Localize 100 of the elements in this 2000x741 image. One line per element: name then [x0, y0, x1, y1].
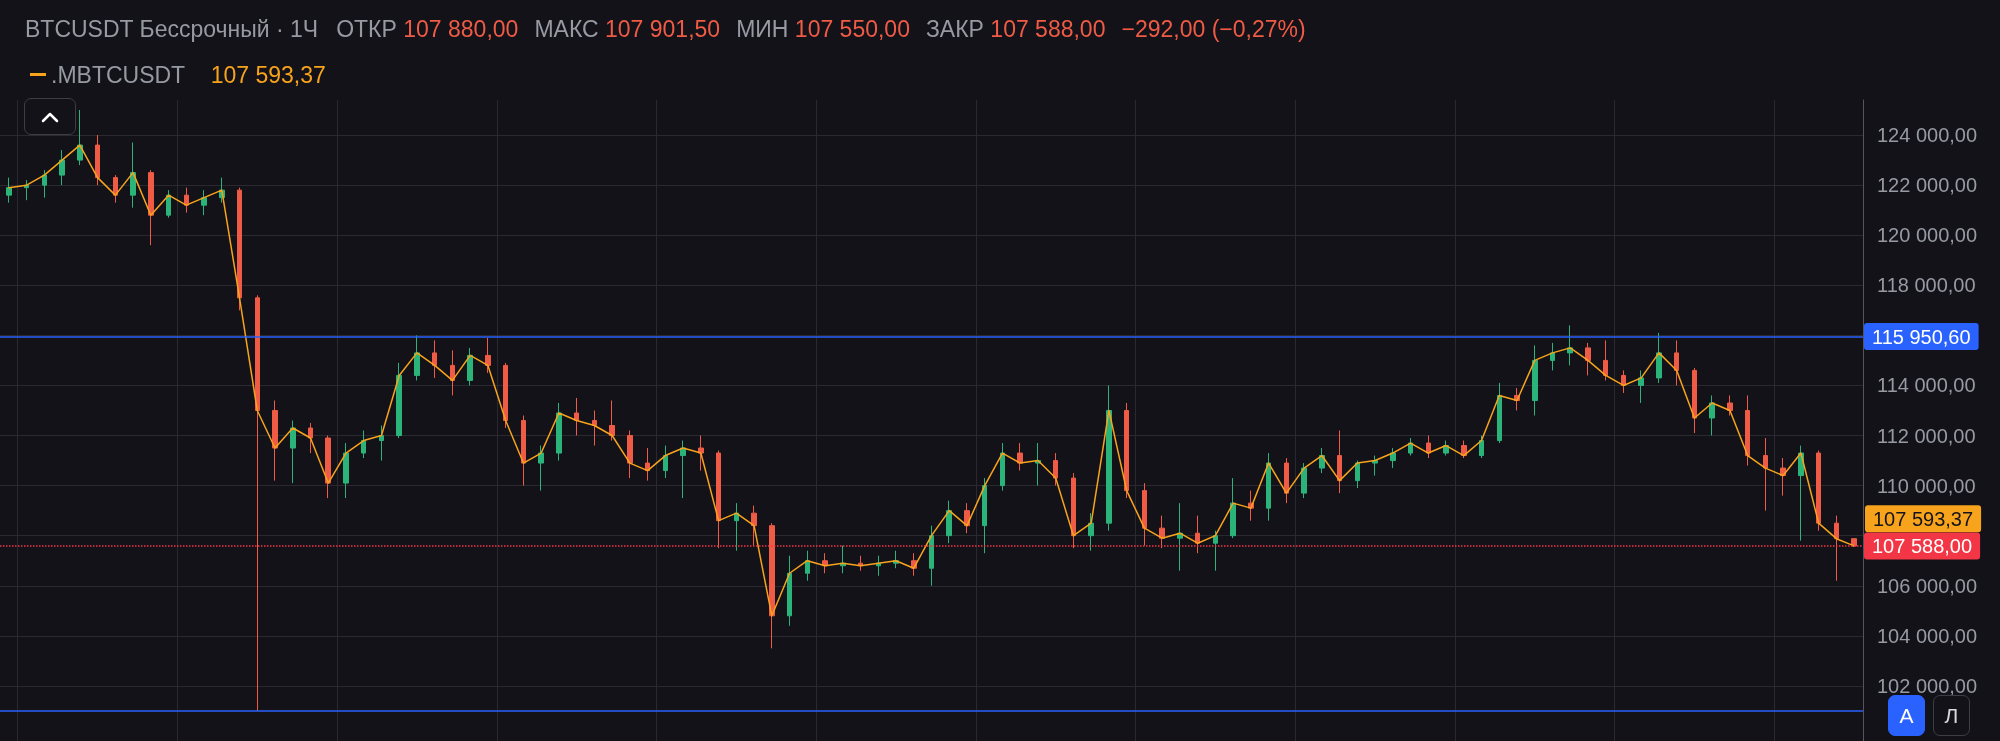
chart-title: BTCUSDT Бессрочный · 1Ч: [25, 16, 319, 42]
candlestick: [503, 362, 508, 429]
candlestick: [6, 177, 12, 204]
candlestick: [592, 409, 597, 447]
candlestick: [396, 362, 402, 439]
candlestick: [716, 450, 721, 549]
candlestick: [1230, 477, 1236, 539]
candlestick: [1000, 442, 1005, 492]
candlestick: [609, 399, 615, 442]
candlestick: [1834, 515, 1839, 582]
candlestick: [1692, 367, 1697, 434]
y-tick-label: 122 000,00: [1877, 174, 1978, 197]
y-tick-label: 110 000,00: [1877, 474, 1976, 497]
candlestick: [538, 445, 544, 492]
y-tick-label: 114 000,00: [1877, 374, 1976, 397]
candlestick: [1355, 460, 1360, 489]
y-tick-label: 104 000,00: [1877, 624, 1978, 647]
candlestick: [1763, 437, 1768, 512]
candlestick: [1159, 515, 1165, 549]
candlestick: [787, 555, 792, 627]
text: 107 593,37: [210, 61, 326, 88]
candlestick: [1585, 342, 1591, 376]
candlestick: [1177, 502, 1183, 572]
candlestick: [1071, 472, 1076, 549]
text: МАКС 107 901,50: [534, 16, 721, 42]
candlestick: [42, 169, 47, 199]
candlestick: [946, 500, 952, 544]
ref-line-label: 107 588,00: [1872, 535, 1973, 557]
candlestick: [1213, 530, 1218, 572]
y-tick-label: 102 000,00: [1877, 674, 1978, 697]
candlestick: [805, 550, 810, 582]
candlestick: [1497, 382, 1502, 444]
candlestick: [1727, 394, 1733, 416]
candlestick: [1638, 369, 1644, 404]
candlestick: [272, 399, 278, 482]
candlestick: [1745, 394, 1750, 467]
button: Л: [1933, 695, 1970, 736]
candlestick: [308, 422, 313, 454]
y-tick-label: 120 000,00: [1877, 224, 1978, 247]
candlestick: [1053, 452, 1058, 487]
candlestick: [751, 505, 757, 547]
text: МИН 107 550,00: [736, 16, 910, 42]
candlestick: [414, 334, 420, 381]
candlestick: [734, 502, 739, 552]
candlestick: [148, 169, 154, 246]
candlestick: [361, 430, 366, 459]
candlestick: [521, 414, 526, 487]
candlestick: [255, 294, 260, 712]
candlestick: [1709, 394, 1715, 437]
candlestick: [1479, 435, 1484, 459]
button: А: [1888, 695, 1925, 736]
candlestick: [184, 187, 189, 214]
candlestick: [237, 187, 242, 311]
candlestick: [1284, 457, 1289, 504]
candlestick: [343, 442, 349, 499]
candlestick: [467, 347, 473, 386]
candlestick: [1017, 442, 1023, 472]
line-series: [8, 144, 1855, 617]
candlestick: [769, 522, 775, 649]
data-label: 107 593,37: [1873, 507, 1974, 530]
legend-label: .MBTCUSDT: [51, 61, 186, 88]
y-tick-label: 118 000,00: [1877, 274, 1976, 297]
candlestick: [1337, 430, 1342, 494]
candlestick: [680, 440, 686, 499]
candlestick: [1142, 482, 1147, 547]
candlestick: [1550, 342, 1555, 371]
candlestick: [1266, 452, 1271, 522]
candlestick: [1390, 447, 1396, 469]
text: ОТКР 107 880,00: [336, 16, 519, 42]
candlestick: [1816, 450, 1821, 532]
candlestick: [59, 149, 65, 186]
text: −292,00 (−0,27%): [1121, 16, 1306, 42]
candlestick: [1567, 324, 1573, 366]
text: ЗАКР 107 588,00: [925, 16, 1106, 42]
candlestick: [1603, 339, 1608, 381]
candlestick: [325, 435, 331, 499]
candlestick: [1195, 515, 1200, 554]
candlestick: [1408, 437, 1413, 457]
candlestick: [1106, 384, 1112, 532]
ref-line-label: 115 950,60: [1872, 325, 1971, 348]
candlestick: [663, 445, 668, 479]
candlestick: [485, 337, 491, 374]
y-tick-label: 106 000,00: [1877, 574, 1978, 597]
candlestick: [627, 430, 633, 479]
candlestick: [1426, 435, 1431, 459]
candlestick: [1088, 512, 1094, 552]
candlestick: [1674, 339, 1679, 386]
candlestick: [95, 134, 100, 186]
candlestick: [574, 397, 579, 437]
candlestick: [379, 425, 384, 462]
candlestick: [24, 179, 29, 201]
candlestick: [982, 477, 987, 554]
candlestick: [432, 339, 437, 379]
candlestick: [929, 525, 934, 587]
candlestick: [1301, 462, 1307, 499]
candlestick: [698, 435, 704, 472]
candlestick: [1124, 402, 1129, 499]
candlestick: [201, 189, 207, 216]
candlestick: [1532, 344, 1538, 416]
candlestick: [1656, 332, 1662, 384]
